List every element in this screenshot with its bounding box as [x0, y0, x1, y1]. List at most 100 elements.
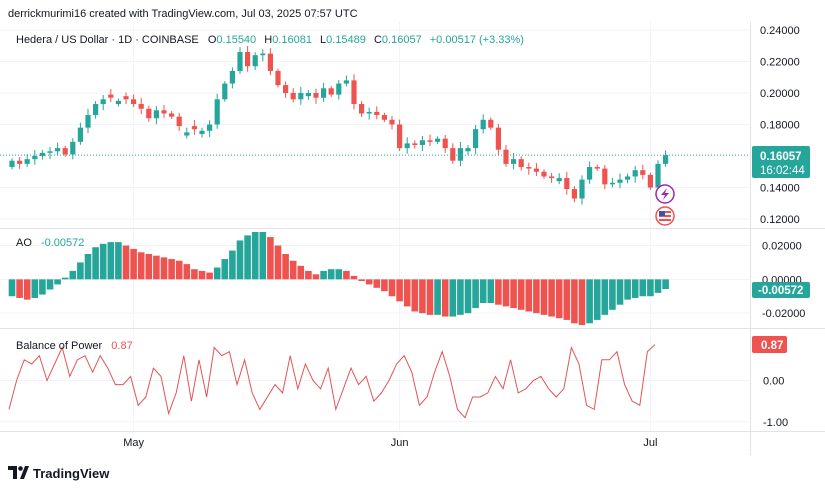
ao-bar	[510, 279, 517, 309]
us-flag-event-icon[interactable]	[655, 206, 675, 226]
high-value: 0.16081	[272, 34, 312, 46]
ao-bar	[593, 279, 601, 320]
candle-body	[298, 93, 304, 100]
ao-bar	[441, 279, 449, 317]
credit-text: derrickmurimi16 created with TradingView…	[8, 8, 358, 20]
candle-body	[541, 171, 547, 177]
bop-legend: Balance of Power 0.87	[16, 340, 133, 352]
ao-bar	[403, 279, 411, 307]
ao-bar	[525, 279, 533, 312]
price-tick-label: 0.12000	[760, 214, 800, 226]
candle-body	[533, 168, 539, 172]
bop-title: Balance of Power	[16, 340, 103, 352]
candle-body	[222, 83, 228, 100]
ao-bar	[631, 279, 639, 298]
candle-body	[93, 104, 99, 116]
open-label: O	[208, 34, 217, 46]
candle-body	[70, 141, 76, 155]
ao-bar	[61, 277, 69, 280]
candle-body	[283, 85, 289, 93]
candle-body	[153, 110, 159, 119]
close-value: 0.16057	[382, 34, 422, 46]
ao-bar	[16, 279, 23, 298]
ao-bar	[229, 250, 236, 280]
time-tick-label: May	[123, 437, 144, 449]
candle-body	[115, 100, 121, 105]
candle-body	[511, 159, 517, 164]
ao-bar	[411, 279, 419, 312]
ao-bar	[373, 279, 381, 288]
candle-body	[647, 174, 653, 188]
ao-bar	[122, 245, 130, 280]
candle-body	[214, 99, 220, 125]
ao-bar	[244, 235, 251, 280]
candle-body	[617, 179, 623, 183]
ao-value: -0.00572	[41, 237, 84, 249]
candle-body	[229, 70, 235, 84]
price-tick-label: 0.14000	[760, 183, 800, 195]
ao-bar	[624, 279, 631, 300]
ao-bar	[115, 242, 122, 280]
candle-body	[389, 119, 395, 125]
ao-bar	[153, 255, 160, 280]
ao-bar	[457, 279, 464, 315]
ao-bar	[388, 279, 396, 297]
candle-body	[191, 126, 197, 130]
candle-body	[640, 170, 646, 175]
ao-bar	[609, 279, 616, 310]
last-price-label: 0.16057	[760, 151, 802, 163]
candle-body	[161, 110, 167, 114]
ao-bar	[8, 279, 16, 297]
ao-bar	[381, 279, 388, 292]
candlestick-series	[9, 45, 669, 205]
candle-body	[556, 178, 562, 182]
candle-body	[632, 170, 638, 177]
ao-bar	[77, 262, 84, 280]
candle-body	[131, 99, 137, 105]
ao-bar	[251, 232, 259, 280]
ao-bar	[267, 237, 274, 280]
ao-bar	[533, 279, 540, 314]
ao-bar	[99, 243, 107, 280]
ao-bar	[92, 247, 99, 280]
ao-bar	[396, 279, 403, 302]
time-axis: May Jun Jul	[123, 437, 657, 449]
candle-body	[321, 88, 327, 98]
ao-bar	[464, 279, 472, 314]
ao-bar	[168, 259, 175, 280]
ao-bar	[259, 232, 267, 280]
candle-body	[359, 104, 365, 114]
candle-body	[366, 111, 372, 114]
price-tick-label: 0.22000	[760, 57, 800, 69]
bop-last-label: 0.87	[761, 340, 783, 352]
ao-bar	[571, 279, 578, 324]
ao-bar	[426, 279, 434, 315]
ao-bar	[23, 279, 31, 300]
ao-bar	[39, 279, 46, 295]
ao-bar	[479, 279, 487, 304]
lightning-event-icon[interactable]	[655, 184, 675, 204]
candle-body	[328, 88, 334, 95]
ao-bar	[578, 279, 586, 325]
ao-bar	[616, 279, 624, 305]
candle-body	[564, 178, 570, 190]
candle-body	[199, 130, 205, 134]
close-label: C	[374, 34, 382, 46]
low-label: L	[320, 34, 326, 46]
ao-bar	[548, 279, 555, 317]
candle-body	[495, 127, 501, 150]
tradingview-logo-icon	[8, 466, 29, 479]
ao-bar	[206, 272, 213, 280]
ao-bar	[647, 279, 654, 297]
candle-body	[488, 119, 494, 128]
ao-bar	[343, 270, 350, 280]
ao-bar	[335, 269, 343, 280]
candle-body	[17, 160, 23, 164]
change-value: +0.00517 (+3.33%)	[430, 34, 524, 46]
candle-body	[77, 127, 83, 142]
ao-bar	[221, 259, 229, 280]
candle-body	[442, 138, 448, 149]
candle-body	[55, 148, 61, 152]
ao-bar	[555, 279, 563, 319]
